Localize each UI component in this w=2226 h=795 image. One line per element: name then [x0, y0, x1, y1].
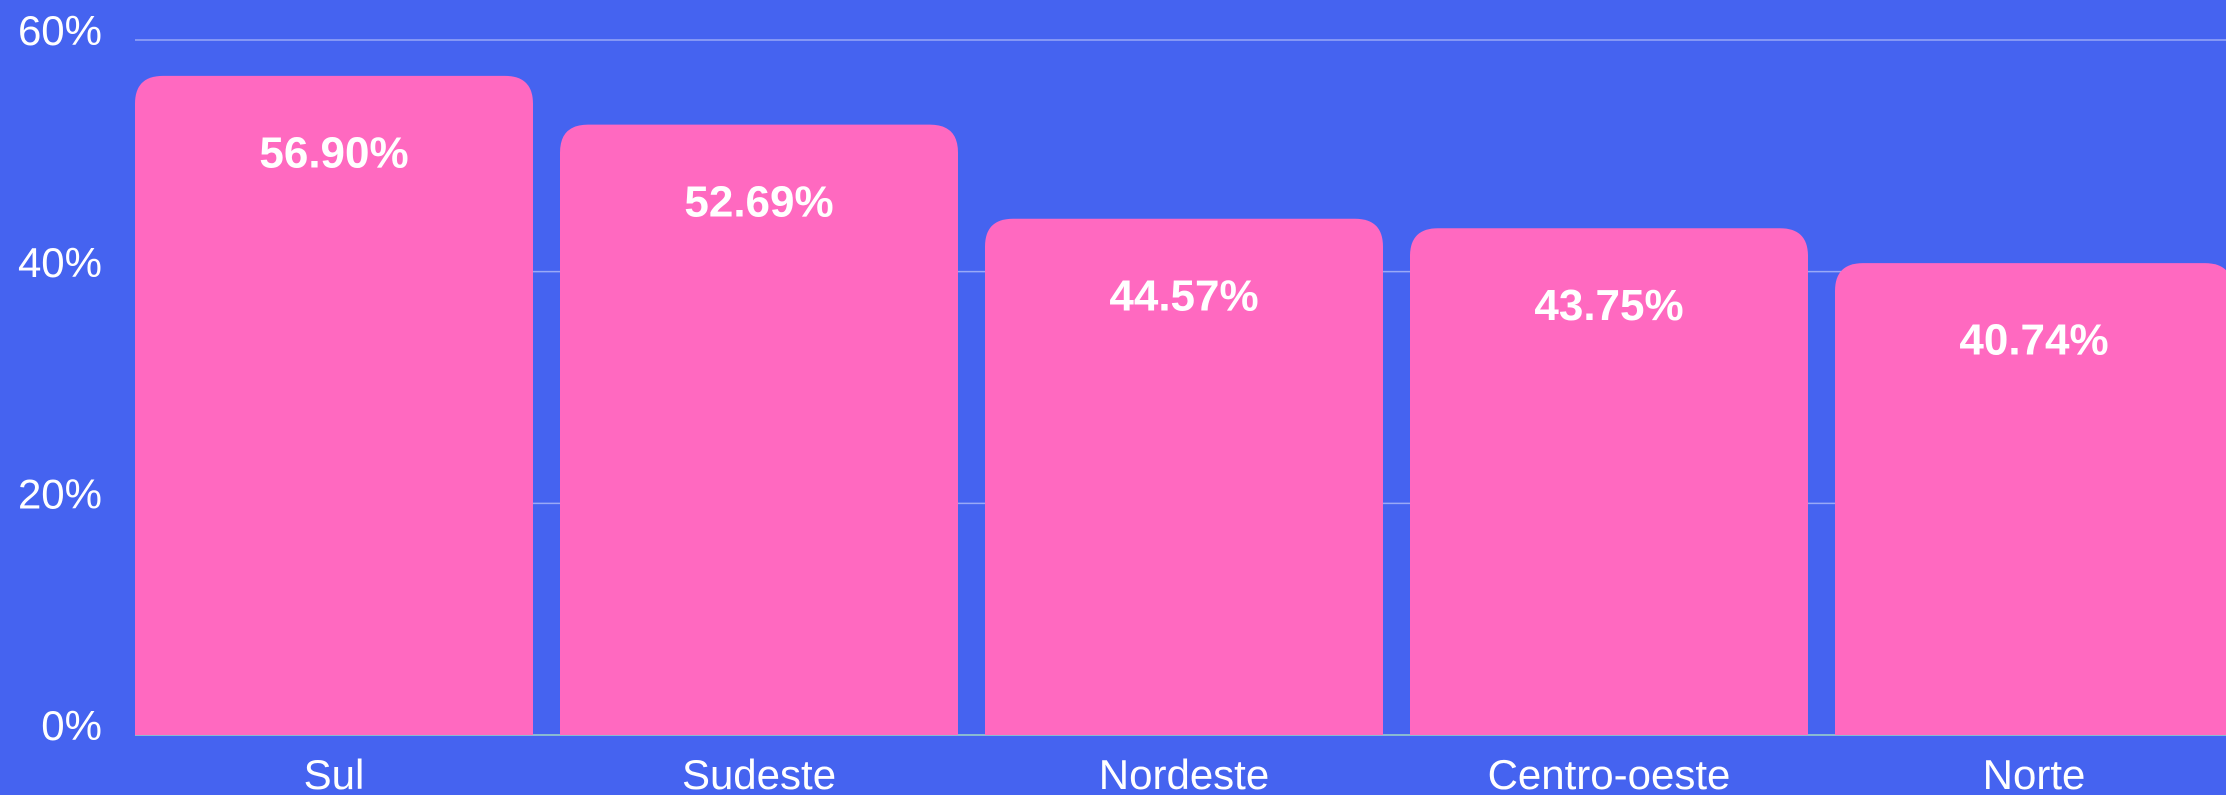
value-label: 43.75% [1534, 281, 1683, 330]
x-tick-label: Nordeste [1099, 751, 1269, 795]
bar [1410, 228, 1808, 735]
bar [135, 75, 533, 736]
x-tick-label: Sul [304, 751, 365, 795]
x-tick-label: Centro-oeste [1488, 751, 1731, 795]
bar [1835, 263, 2226, 735]
bar [985, 218, 1383, 735]
value-label: 40.74% [1959, 316, 2108, 365]
x-tick-label: Sudeste [682, 751, 836, 795]
value-label: 56.90% [259, 129, 408, 178]
value-label: 52.69% [684, 177, 833, 226]
y-tick-label: 0% [41, 702, 102, 749]
x-tick-label: Norte [1983, 751, 2086, 795]
y-tick-label: 40% [18, 239, 102, 286]
bar [560, 124, 958, 735]
y-tick-label: 20% [18, 470, 102, 517]
y-tick-label: 60% [18, 7, 102, 54]
value-label: 44.57% [1109, 271, 1258, 320]
